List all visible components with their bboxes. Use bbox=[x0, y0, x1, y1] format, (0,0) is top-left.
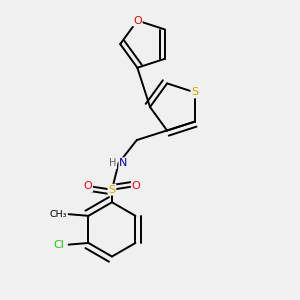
Text: O: O bbox=[83, 182, 92, 191]
Text: Cl: Cl bbox=[54, 240, 64, 250]
Text: H: H bbox=[109, 158, 116, 168]
Text: S: S bbox=[108, 185, 116, 195]
Text: S: S bbox=[191, 87, 198, 98]
Text: O: O bbox=[133, 16, 142, 26]
Text: CH₃: CH₃ bbox=[50, 210, 67, 219]
Text: N: N bbox=[119, 158, 128, 168]
Text: O: O bbox=[132, 182, 140, 191]
